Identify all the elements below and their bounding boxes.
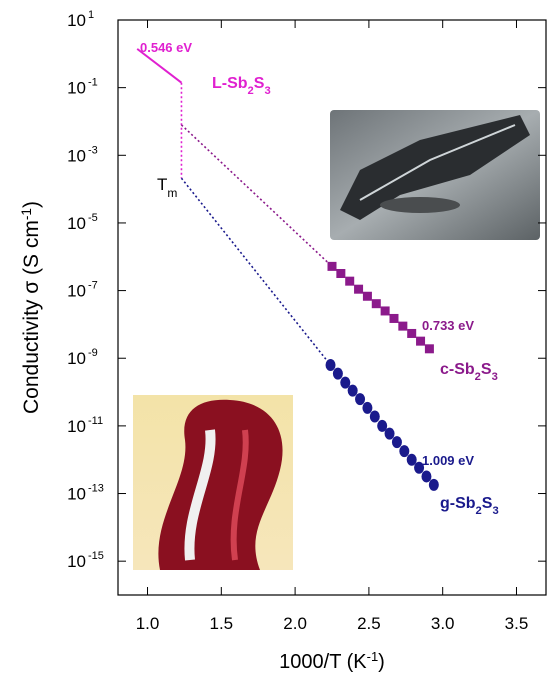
data-point [377,419,388,432]
y-tick-exponent: -1 [88,77,98,89]
data-point [384,427,395,440]
y-tick-exponent: -9 [88,347,98,359]
plot-frame [117,19,547,596]
y-tick-exponent: 1 [88,9,94,21]
data-point [355,393,366,406]
y-tick-label: 10 [67,146,86,165]
data-point [362,401,373,414]
y-tick-label: 10 [67,282,86,301]
y-tick-label: 10 [67,11,86,30]
x-tick-label: 2.5 [357,614,381,633]
data-point [362,291,372,301]
data-point [332,367,343,380]
y-tick-exponent: -5 [88,212,98,224]
data-point [347,384,358,397]
y-tick-label: 10 [67,214,86,233]
data-point [380,306,390,316]
series-line [136,48,183,84]
data-point [389,313,399,323]
data-point [399,445,410,458]
x-tick-label: 2.0 [283,614,307,633]
data-point [421,470,432,483]
data-point [345,276,355,286]
x-tick-label: 3.5 [505,614,529,633]
y-tick-exponent: -11 [88,415,103,427]
data-point [391,436,402,449]
data-point [428,478,439,491]
annotation: Tm [157,175,177,200]
dotted-line [180,177,332,366]
x-axis-label: 1000/T (K-1) [279,649,385,674]
annotation: 0.546 eV [140,40,192,55]
data-point [407,328,417,338]
series-label: L-Sb2S3 [212,75,271,97]
x-tick-label: 1.5 [209,614,233,633]
y-tick-label: 10 [67,79,86,98]
y-axis-label: Conductivity σ (S cm-1) [19,201,44,414]
series-label: c-Sb2S3 [440,361,498,383]
y-tick-label: 10 [67,552,86,571]
data-point [406,453,417,466]
data-point [371,299,381,309]
annotation: 0.733 eV [422,318,474,333]
data-point [424,344,434,354]
data-point [336,269,346,279]
data-point [340,376,351,389]
dotted-line [180,124,333,267]
y-tick-exponent: -15 [88,550,104,562]
y-tick-label: 10 [67,417,86,436]
data-point [369,410,380,423]
y-tick-label: 10 [67,349,86,368]
x-tick-label: 1.0 [136,614,160,633]
data-point [354,284,364,294]
annotation: 1.009 eV [422,453,474,468]
y-tick-exponent: -7 [88,280,98,292]
glass-photo [133,395,293,570]
data-point [325,359,336,372]
data-point [398,321,408,331]
y-tick-label: 10 [67,485,86,504]
y-tick-exponent: -3 [88,144,98,156]
series-label: g-Sb2S3 [440,495,499,517]
y-tick-exponent: -13 [88,483,104,495]
data-point [416,336,426,346]
crystal-photo [330,110,540,240]
x-tick-label: 3.0 [431,614,455,633]
data-point [414,461,425,474]
data-point [327,261,337,271]
